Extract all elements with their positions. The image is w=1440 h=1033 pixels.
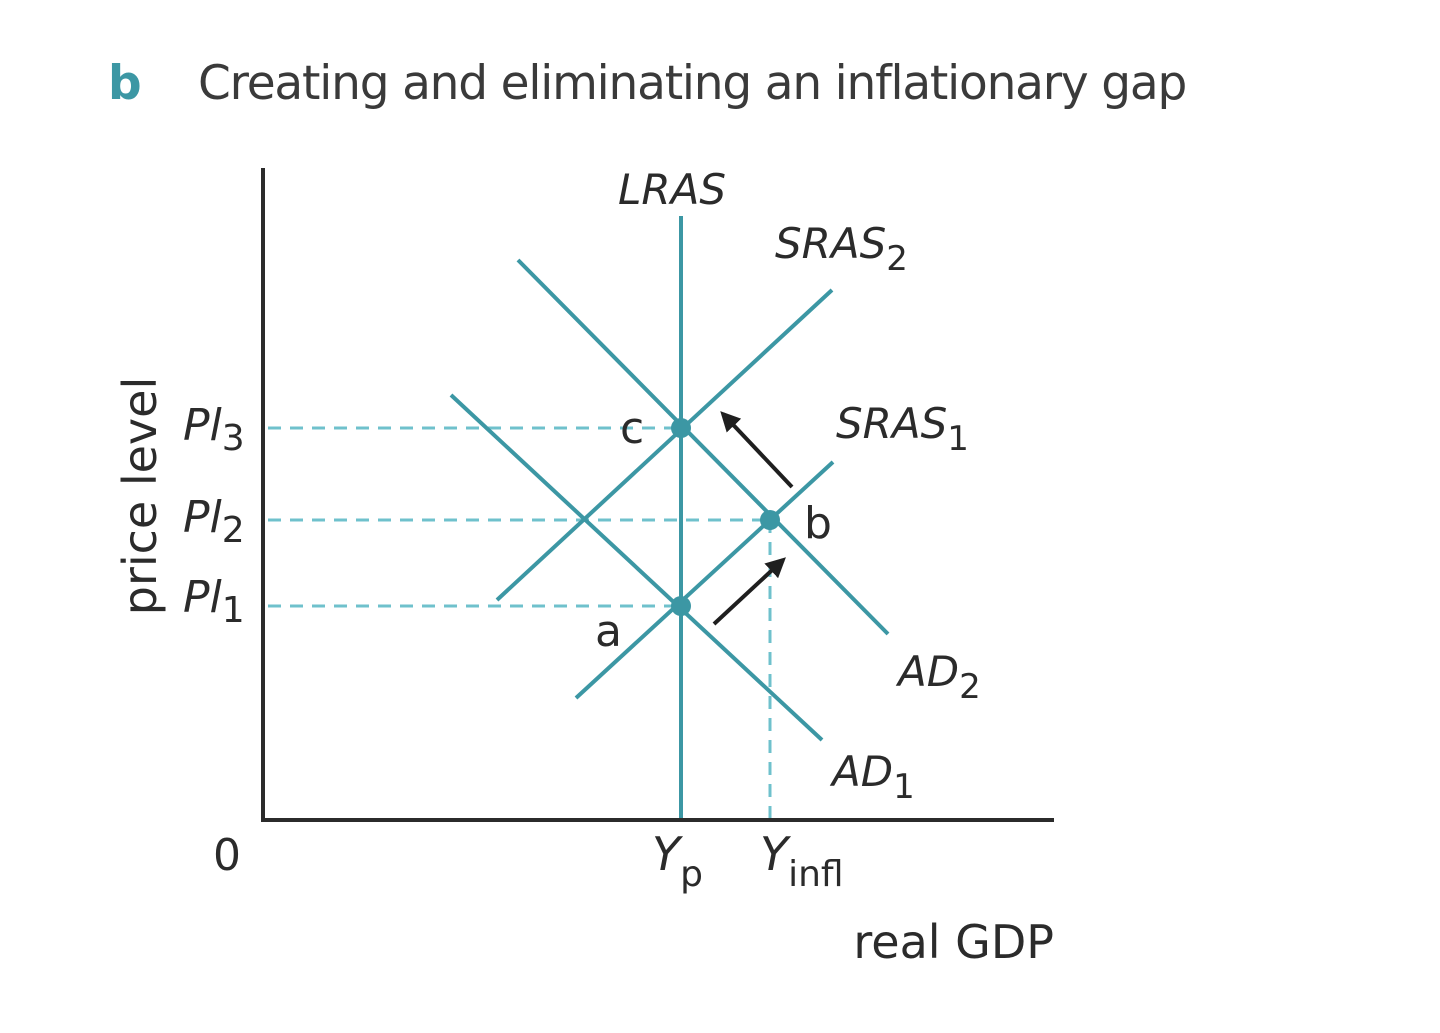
sras1-label: SRAS1 [836, 399, 969, 459]
ad1-curve [449, 393, 824, 742]
ad2-curve [516, 258, 890, 636]
point-c-label: c [620, 403, 644, 454]
panel-letter: b [108, 56, 142, 111]
arrow-b-to-c [720, 411, 794, 489]
point-a-label: a [595, 606, 622, 657]
y-tick-pl1: Pl1 [183, 572, 245, 631]
point-b-marker [760, 510, 780, 530]
origin-label: 0 [213, 830, 241, 881]
arrow-a-to-b [712, 557, 786, 626]
figure-title: Creating and eliminating an inflationary… [198, 56, 1187, 111]
y-tick-pl3: Pl3 [183, 400, 245, 459]
x-tick-yinfl: Yinfl [760, 827, 844, 895]
y-tick-pl2: Pl2 [183, 492, 245, 551]
sras2-curve [495, 288, 834, 602]
x-axis-title: real GDP [853, 915, 1054, 969]
ad1-label: AD1 [829, 747, 915, 807]
sras1-curve [574, 460, 835, 700]
point-b-label: b [804, 498, 832, 549]
figure-header: b Creating and eliminating an inflationa… [108, 56, 1187, 120]
sras2-label: SRAS2 [775, 219, 908, 279]
ad2-label: AD2 [895, 647, 981, 707]
y-axis-title: price level [113, 377, 167, 616]
lras-label: LRAS [618, 165, 726, 214]
point-c-marker [671, 418, 691, 438]
point-a-marker [671, 596, 691, 616]
x-tick-yp: Yp [652, 827, 703, 895]
